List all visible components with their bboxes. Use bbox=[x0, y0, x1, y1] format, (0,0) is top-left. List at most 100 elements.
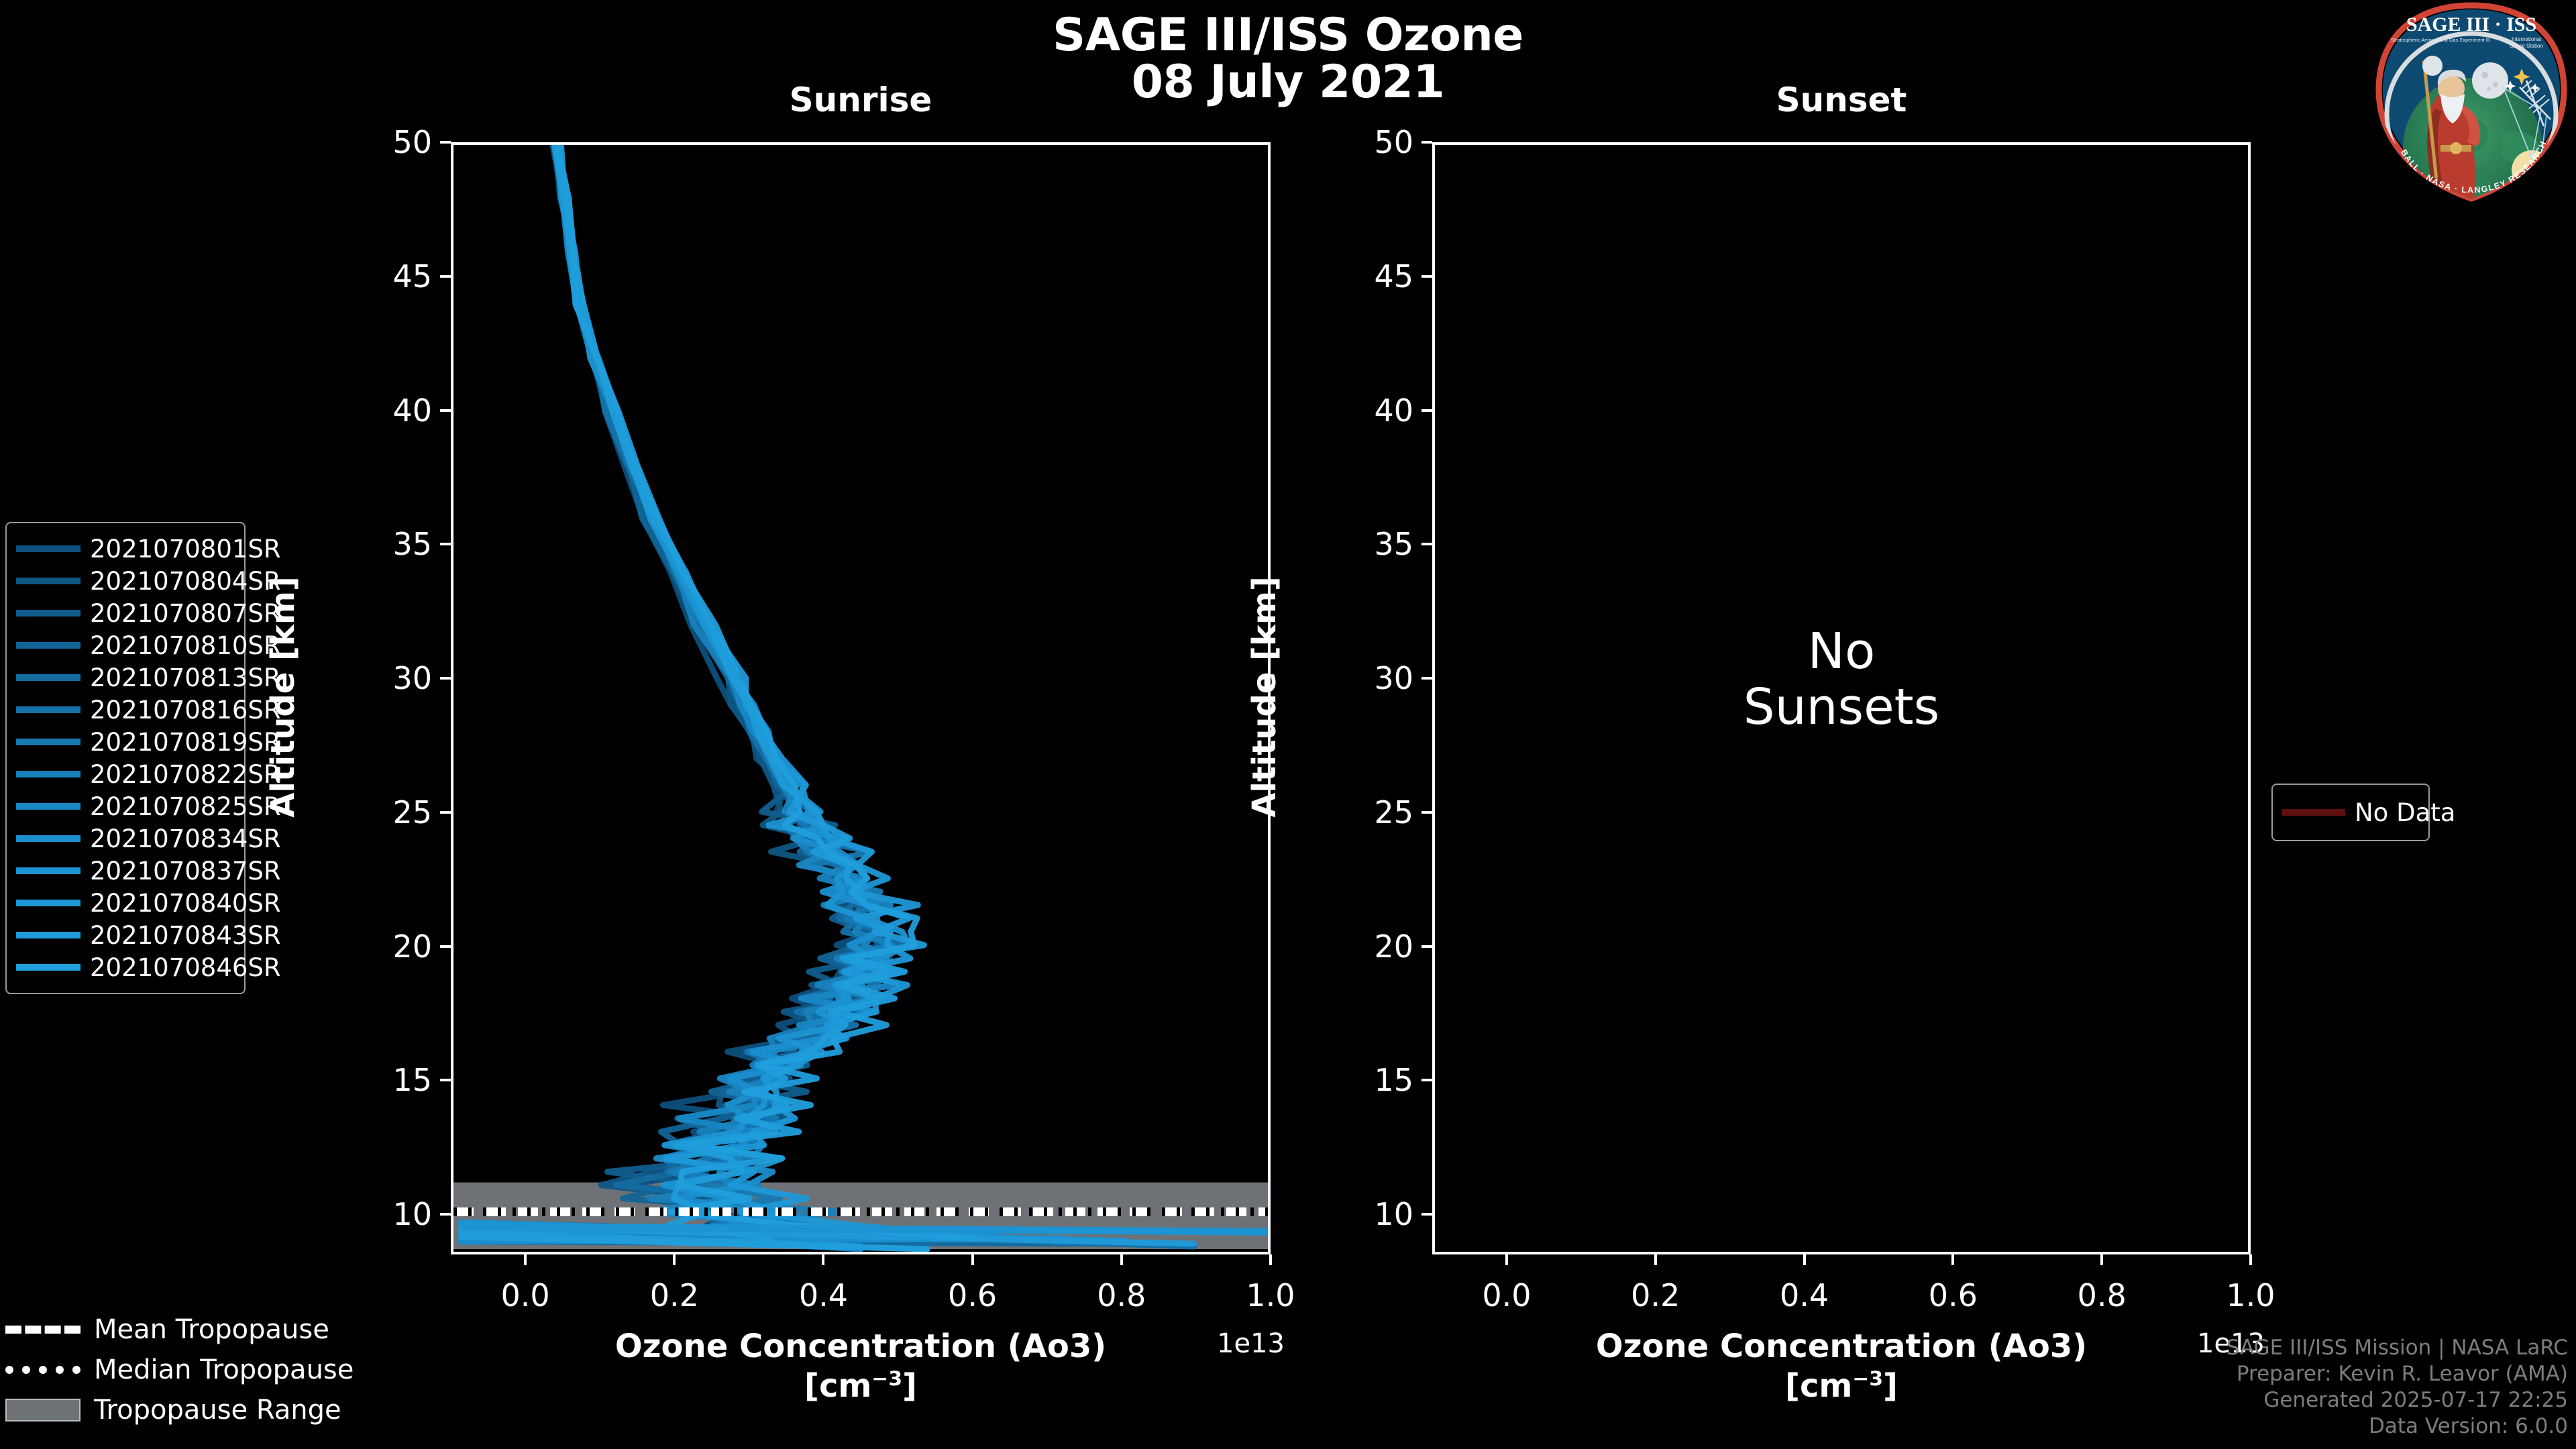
sunrise-y-tick-label: 35 bbox=[392, 526, 432, 563]
tropopause-legend-item[interactable]: Tropopause Range bbox=[5, 1390, 354, 1430]
sunrise-profile-plot bbox=[453, 145, 1268, 1252]
profile-legend-item[interactable]: 2021070834SR bbox=[16, 822, 281, 855]
sunrise-x-tick-mark bbox=[673, 1254, 676, 1265]
tropopause-legend-swatch bbox=[5, 1350, 80, 1389]
profile-legend-swatch bbox=[16, 533, 80, 565]
profile-legend-item[interactable]: 2021070813SR bbox=[16, 661, 281, 694]
sage-iii-iss-mission-patch-logo: SAGE III · ISS Stratospheric Aerosol and… bbox=[2367, 0, 2572, 203]
profile-legend-item[interactable]: 2021070819SR bbox=[16, 726, 281, 758]
profile-legend-item[interactable]: 2021070837SR bbox=[16, 855, 281, 887]
profile-legend-label: 2021070813SR bbox=[90, 663, 281, 692]
sunset-y-tick-mark bbox=[1421, 141, 1432, 144]
sunrise-x-tick-mark bbox=[524, 1254, 527, 1265]
profile-legend-item[interactable]: 2021070804SR bbox=[16, 565, 281, 597]
sunset-y-tick-mark bbox=[1421, 677, 1432, 680]
sunrise-y-tick-label: 10 bbox=[392, 1196, 432, 1233]
no-data-legend-label: No Data bbox=[2355, 798, 2456, 827]
sunrise-y-tick-mark bbox=[440, 274, 451, 278]
ozone-profile-line bbox=[551, 145, 893, 1242]
profile-legend-item[interactable]: 2021070846SR bbox=[16, 951, 281, 983]
sunset-y-tick-mark bbox=[1421, 945, 1432, 948]
profile-legend-item[interactable]: 2021070810SR bbox=[16, 629, 281, 661]
profile-legend-label: 2021070801SR bbox=[90, 534, 281, 564]
profile-legend-item[interactable]: 2021070822SR bbox=[16, 758, 281, 790]
tropopause-legend-swatch bbox=[5, 1391, 80, 1430]
sunrise-x-axis-units: [cm−3] bbox=[804, 1366, 917, 1405]
profile-legend[interactable]: 2021070801SR 2021070804SR 2021070807SR 2021… bbox=[5, 522, 281, 994]
sunset-x-tick-mark bbox=[2249, 1254, 2252, 1265]
credits-line-1: SAGE III/ISS Mission | NASA LaRC bbox=[2226, 1335, 2568, 1360]
profile-legend-item[interactable]: 2021070843SR bbox=[16, 919, 281, 951]
sunset-y-tick-label: 15 bbox=[1374, 1062, 1413, 1099]
profile-legend-swatch bbox=[16, 565, 80, 597]
sunrise-x-tick-label: 0.8 bbox=[1097, 1277, 1146, 1313]
sunset-x-tick-mark bbox=[1505, 1254, 1508, 1265]
ozone-profile-line bbox=[556, 145, 869, 1242]
sunset-x-tick-label: 0.2 bbox=[1631, 1277, 1680, 1313]
sunset-y-tick-mark bbox=[1421, 1079, 1432, 1082]
profile-legend-swatch bbox=[16, 822, 80, 855]
sunrise-x-tick-mark bbox=[971, 1254, 974, 1265]
no-sunsets-line-1: No bbox=[1807, 623, 1876, 680]
ozone-profile-line bbox=[552, 145, 882, 1242]
tropopause-legend-item[interactable]: Mean Tropopause bbox=[5, 1309, 354, 1350]
no-data-legend[interactable]: No Data bbox=[2271, 784, 2455, 841]
profile-legend-label: 2021070846SR bbox=[90, 953, 281, 982]
credits-line-2: Preparer: Kevin R. Leavor (AMA) bbox=[2236, 1361, 2568, 1386]
sunset-y-tick-mark bbox=[1421, 543, 1432, 546]
credits-line-3: Generated 2025-07-17 22:25 bbox=[2263, 1387, 2568, 1412]
profile-legend-label: 2021070807SR bbox=[90, 598, 281, 628]
no-sunsets-message: No Sunsets bbox=[1432, 624, 2251, 735]
profile-legend-swatch bbox=[16, 855, 80, 887]
tropopause-legend[interactable]: Mean Tropopause Median Tropopause Tropopau… bbox=[5, 1309, 354, 1430]
tropopause-legend-label: Mean Tropopause bbox=[94, 1314, 329, 1345]
profile-legend-item[interactable]: 2021070801SR bbox=[16, 533, 281, 565]
profile-legend-item[interactable]: 2021070816SR bbox=[16, 694, 281, 726]
profile-legend-item[interactable]: 2021070825SR bbox=[16, 790, 281, 822]
profile-legend-label: 2021070840SR bbox=[90, 888, 281, 918]
sunrise-x-axis-label: Ozone Concentration (Ao3) [cm−3] bbox=[451, 1327, 1271, 1405]
profile-legend-label: 2021070819SR bbox=[90, 727, 281, 757]
sunset-x-tick-label: 0.0 bbox=[1482, 1277, 1532, 1313]
no-sunsets-line-2: Sunsets bbox=[1743, 678, 1940, 736]
sunrise-x-tick-mark bbox=[1120, 1254, 1123, 1265]
credits-block: SAGE III/ISS Mission | NASA LaRC Prepare… bbox=[2226, 1335, 2568, 1440]
no-data-legend-item[interactable]: No Data bbox=[2282, 794, 2455, 830]
sunset-panel-title: Sunset bbox=[1776, 80, 1907, 119]
profile-legend-item[interactable]: 2021070807SR bbox=[16, 597, 281, 629]
profile-legend-swatch bbox=[16, 919, 80, 951]
sunset-y-tick-mark bbox=[1421, 810, 1432, 814]
sunset-y-tick-label: 35 bbox=[1374, 526, 1413, 563]
profile-legend-label: 2021070810SR bbox=[90, 631, 281, 660]
sunset-x-axis-title: Ozone Concentration (Ao3) bbox=[1595, 1328, 2088, 1365]
profile-legend-item[interactable]: 2021070840SR bbox=[16, 887, 281, 919]
sunrise-y-tick-label: 30 bbox=[392, 660, 432, 697]
profile-legend-swatch bbox=[16, 790, 80, 822]
profile-legend-swatch bbox=[16, 758, 80, 790]
sunset-y-tick-label: 45 bbox=[1374, 258, 1413, 294]
profile-legend-swatch bbox=[16, 887, 80, 919]
sunrise-x-tick-mark bbox=[822, 1254, 825, 1265]
sunset-y-tick-label: 20 bbox=[1374, 928, 1413, 965]
sunset-y-axis-label: Altitude [km] bbox=[1246, 576, 1283, 818]
sunrise-x-tick-label: 0.4 bbox=[798, 1277, 849, 1313]
sunset-x-axis-label: Ozone Concentration (Ao3) [cm−3] bbox=[1432, 1327, 2251, 1405]
sunset-x-tick-label: 0.6 bbox=[1928, 1277, 1978, 1313]
profile-legend-label: 2021070843SR bbox=[90, 920, 281, 950]
sunset-y-tick-mark bbox=[1421, 1213, 1432, 1216]
tropopause-legend-item[interactable]: Median Tropopause bbox=[5, 1350, 354, 1390]
svg-text:Stratospheric Aerosol and Gas: Stratospheric Aerosol and Gas Experiment… bbox=[2391, 37, 2490, 43]
profile-legend-label: 2021070834SR bbox=[90, 824, 281, 853]
sunset-y-tick-label: 25 bbox=[1374, 794, 1413, 830]
sunrise-y-tick-mark bbox=[440, 409, 451, 412]
page-title: SAGE III/ISS Ozone 08 July 2021 bbox=[0, 9, 2576, 106]
credits-line-4: Data Version: 6.0.0 bbox=[2368, 1413, 2568, 1438]
profile-legend-swatch bbox=[16, 694, 80, 726]
profile-legend-label: 2021070804SR bbox=[90, 566, 281, 596]
sunset-x-tick-label: 1.0 bbox=[2226, 1277, 2275, 1313]
title-line-1: SAGE III/ISS Ozone bbox=[1053, 9, 1523, 62]
sunset-x-tick-mark bbox=[2100, 1254, 2104, 1265]
sunrise-y-tick-mark bbox=[440, 543, 451, 546]
sunrise-x-axis-exponent: 1e13 bbox=[1217, 1328, 1285, 1359]
profile-legend-swatch bbox=[16, 629, 80, 661]
